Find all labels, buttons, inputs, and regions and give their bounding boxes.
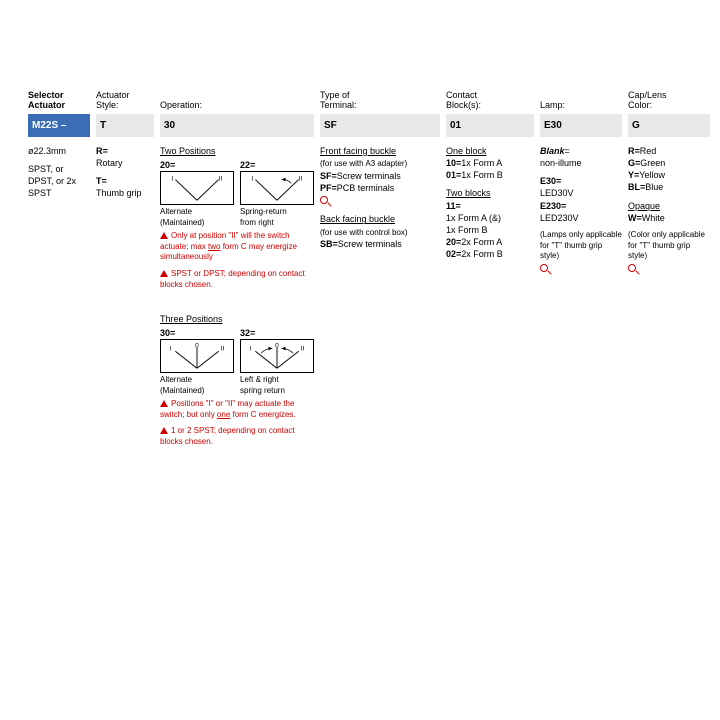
magnify-icon	[540, 264, 548, 272]
diag-22: III	[240, 171, 314, 205]
val-30: 30	[160, 114, 314, 137]
col-selector: ø22.3mm SPST, or DPST, or 2x SPST	[28, 137, 90, 448]
svg-text:I: I	[170, 345, 172, 352]
hdr-selector: SelectorActuator	[28, 90, 90, 114]
warn-three-pos-1: Positions "I" or "II" may actuate the sw…	[160, 399, 314, 421]
svg-text:II: II	[301, 345, 305, 352]
diag-32: I0II	[240, 339, 314, 373]
hdr-actuator-style: ActuatorStyle:	[96, 90, 154, 114]
col-actuator-style: R=Rotary T=Thumb grip	[96, 137, 154, 448]
val-t: T	[96, 114, 154, 137]
warn-two-pos-1: Only at position "II" will the switch ac…	[160, 231, 314, 263]
val-e30: E30	[540, 114, 622, 137]
hdr-terminal: Type ofTerminal:	[320, 90, 440, 114]
col-lamp: Blank=non-illume E30=LED30V E230=LED230V…	[540, 137, 622, 448]
val-m22s: M22S –	[28, 114, 90, 137]
warn-three-pos-2: 1 or 2 SPST; depending on contact blocks…	[160, 426, 314, 448]
hdr-contact: ContactBlock(s):	[446, 90, 534, 114]
svg-text:I: I	[250, 345, 252, 352]
svg-text:I: I	[252, 176, 254, 183]
svg-text:II: II	[219, 176, 223, 183]
col-color: R=Red G=Green Y=Yellow BL=Blue Opaque W=…	[628, 137, 710, 448]
svg-text:II: II	[221, 345, 225, 352]
spec-table: SelectorActuator ActuatorStyle: Operatio…	[28, 90, 692, 448]
diag-20: III	[160, 171, 234, 205]
magnify-icon	[628, 264, 636, 272]
warn-two-pos-2: SPST or DPST; depending on contact block…	[160, 269, 314, 291]
val-sf: SF	[320, 114, 440, 137]
svg-text:II: II	[299, 176, 303, 183]
val-01: 01	[446, 114, 534, 137]
hdr-operation: Operation:	[160, 90, 314, 114]
val-g: G	[628, 114, 710, 137]
diag-30: I0II	[160, 339, 234, 373]
hdr-lamp: Lamp:	[540, 90, 622, 114]
hdr-color: Cap/LensColor:	[628, 90, 710, 114]
magnify-icon	[320, 196, 328, 204]
col-contact: One block 10=1x Form A 01=1x Form B Two …	[446, 137, 534, 448]
col-operation: Two Positions 20= III Alternate(Maintain…	[160, 137, 314, 448]
col-terminal: Front facing buckle (for use with A3 ada…	[320, 137, 440, 448]
svg-text:I: I	[172, 176, 174, 183]
